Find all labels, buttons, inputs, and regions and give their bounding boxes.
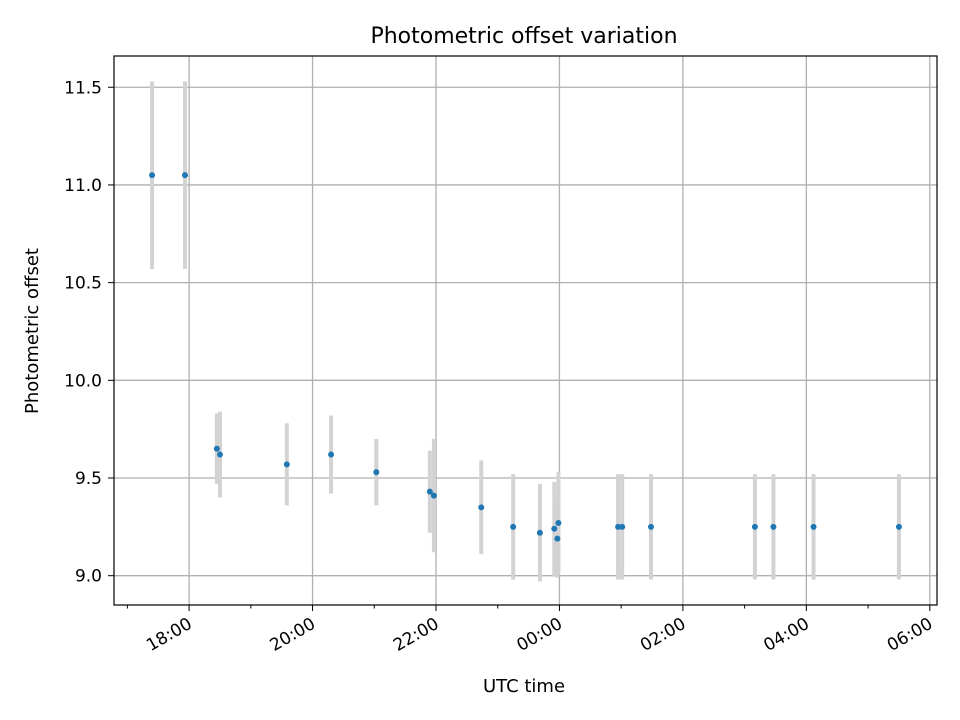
x-tick-label: 06:00 xyxy=(884,614,936,656)
data-point xyxy=(149,172,156,179)
y-tick-label: 11.5 xyxy=(64,78,102,98)
data-point xyxy=(615,523,622,530)
x-tick-label: 00:00 xyxy=(514,614,566,656)
data-point xyxy=(551,525,558,532)
data-point xyxy=(648,523,655,530)
data-point xyxy=(478,504,485,511)
data-point xyxy=(554,535,561,542)
x-tick-label: 18:00 xyxy=(143,614,195,656)
data-point xyxy=(510,523,517,530)
x-tick-label: 02:00 xyxy=(637,614,689,656)
data-point xyxy=(216,451,223,458)
data-point xyxy=(373,469,380,476)
data-point xyxy=(555,519,562,526)
error-bars xyxy=(150,81,901,582)
chart-title: Photometric offset variation xyxy=(370,24,677,49)
grid xyxy=(114,56,937,605)
y-tick-label: 10.5 xyxy=(64,274,102,294)
y-axis-title: Photometric offset xyxy=(22,248,43,414)
data-point xyxy=(810,523,817,530)
data-point xyxy=(895,523,902,530)
data-point xyxy=(770,523,777,530)
y-tick-label: 10.0 xyxy=(64,371,102,391)
y-tick-label: 11.0 xyxy=(64,176,102,196)
y-tick-label: 9.5 xyxy=(75,469,102,489)
data-point xyxy=(536,529,543,536)
y-tick-label: 9.0 xyxy=(75,567,102,587)
plot-area-frame xyxy=(113,55,938,606)
y-axis: 9.0 9.5 10.0 10.5 11.0 11.5 xyxy=(64,78,114,587)
data-point xyxy=(213,445,220,452)
data-point xyxy=(328,451,335,458)
x-axis: 18:00 20:00 22:00 00:00 02:00 04:00 06:00 xyxy=(126,605,936,656)
data-point xyxy=(426,488,433,495)
data-point xyxy=(751,523,758,530)
data-point xyxy=(283,461,290,468)
x-axis-title: UTC time xyxy=(483,676,565,697)
x-tick-label: 22:00 xyxy=(390,614,442,656)
data-point xyxy=(430,492,437,499)
x-tick-label: 04:00 xyxy=(760,614,812,656)
data-point xyxy=(181,172,188,179)
x-tick-label: 20:00 xyxy=(267,614,319,656)
data-points xyxy=(149,172,902,542)
data-point xyxy=(619,523,626,530)
